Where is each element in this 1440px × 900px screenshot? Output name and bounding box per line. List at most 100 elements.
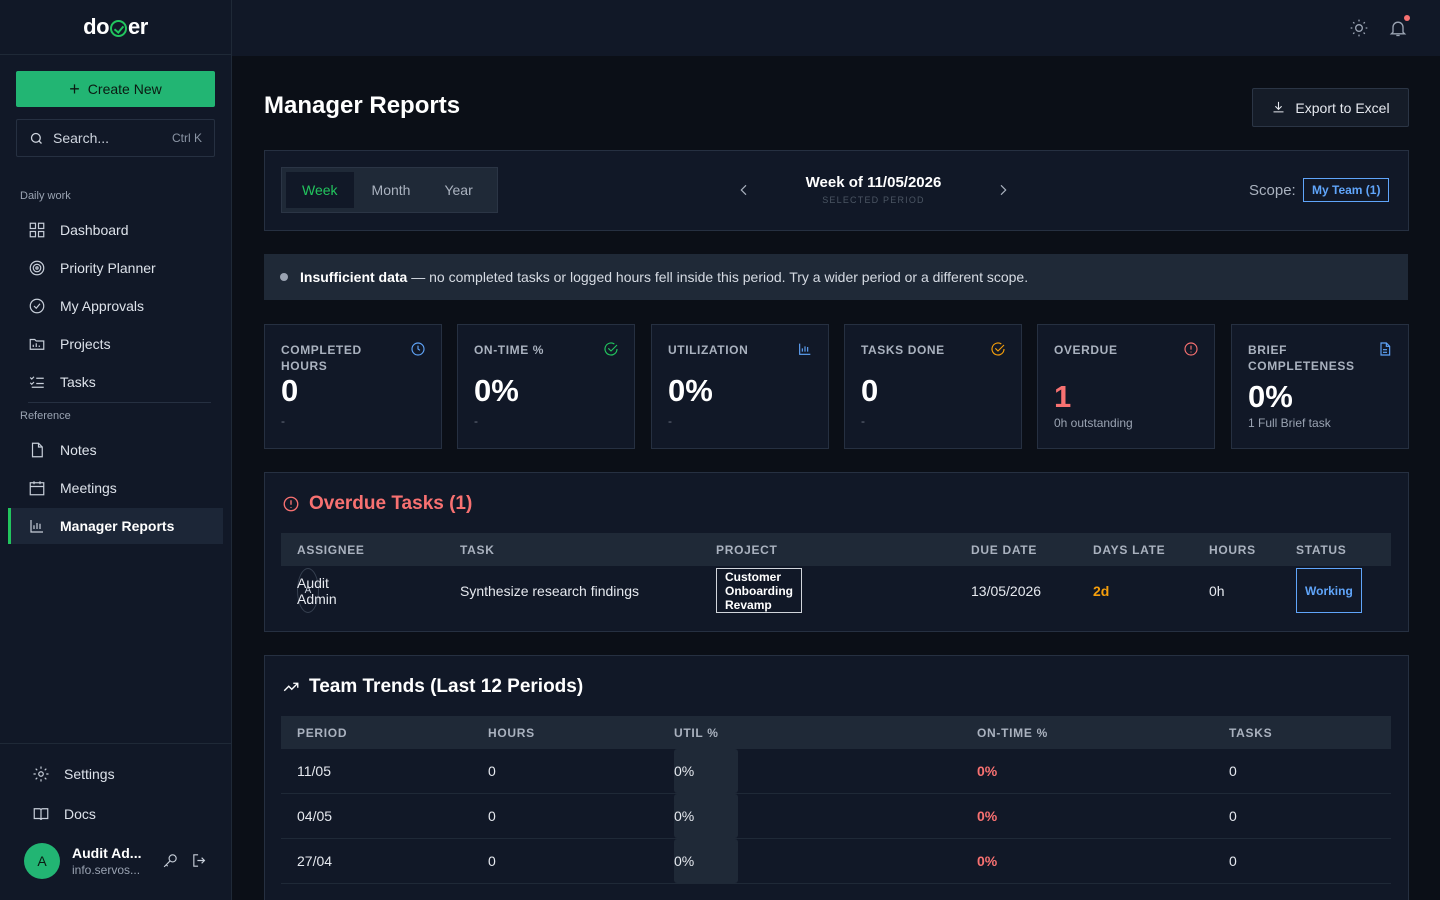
kpi-value: 1	[1054, 379, 1072, 414]
trends-table-header: PERIOD HOURS UTIL % ON-TIME % TASKS	[281, 716, 1391, 749]
column-header: DAYS LATE	[1093, 542, 1166, 557]
list-check-icon	[29, 376, 44, 388]
section-label-daily: Daily work	[20, 190, 71, 202]
create-new-button[interactable]: + Create New	[16, 71, 215, 107]
tab-year[interactable]: Year	[444, 182, 473, 198]
overdue-tasks-card: Overdue Tasks (1) ASSIGNEE TASK PROJECT …	[264, 472, 1409, 632]
bar-chart-icon	[30, 520, 43, 533]
overdue-table-header: ASSIGNEE TASK PROJECT DUE DATE DAYS LATE…	[281, 533, 1391, 566]
alert-circle-icon	[283, 496, 299, 512]
util-value: 0%	[674, 808, 695, 824]
logo-text-left: do	[83, 14, 110, 39]
check-circle-icon	[990, 341, 1006, 360]
table-row[interactable]: 27/04 0 0% 0% 0	[281, 839, 1391, 884]
kpi-on-time: ON-TIME % 0% -	[457, 324, 635, 449]
period-cell: 11/05	[297, 763, 331, 779]
folder-icon	[29, 338, 45, 350]
status-badge[interactable]: Working	[1296, 568, 1362, 613]
previous-period-button[interactable]	[736, 182, 752, 198]
util-value: 0%	[674, 853, 695, 869]
top-bar	[232, 0, 1440, 56]
tab-month[interactable]: Month	[371, 182, 411, 198]
sidebar-item-label: Manager Reports	[60, 518, 175, 534]
sidebar-item-priority-planner[interactable]: Priority Planner	[8, 250, 223, 286]
alert-dot-icon	[280, 273, 288, 281]
sidebar-item-settings[interactable]: Settings	[12, 756, 227, 792]
key-icon[interactable]	[162, 852, 179, 869]
plus-icon: +	[69, 79, 80, 99]
check-circle-icon	[603, 341, 619, 360]
period-tabs: Week Month Year	[281, 167, 498, 213]
column-header: ON-TIME %	[977, 725, 1048, 740]
sidebar-item-tasks[interactable]: Tasks	[8, 364, 223, 400]
ontime-cell: 0%	[977, 853, 998, 869]
sidebar-item-label: Meetings	[60, 480, 117, 496]
sidebar-item-meetings[interactable]: Meetings	[8, 470, 223, 506]
tasks-cell: 0	[1229, 763, 1237, 779]
trends-title-text: Team Trends (Last 12 Periods)	[309, 676, 584, 697]
kpi-sub: 0h outstanding	[1054, 416, 1133, 430]
team-trends-title: Team Trends (Last 12 Periods)	[282, 676, 583, 698]
insufficient-data-alert: Insufficient data — no completed tasks o…	[264, 254, 1408, 300]
user-email: info.servos...	[72, 863, 141, 877]
document-icon	[1377, 341, 1393, 360]
sidebar-divider	[28, 402, 211, 403]
next-period-button[interactable]	[995, 182, 1011, 198]
kpi-sub: -	[668, 414, 672, 428]
table-row[interactable]: A Audit Admin Synthesize research finding…	[281, 568, 1391, 613]
notification-badge	[1404, 15, 1410, 21]
app-logo[interactable]: do er	[0, 0, 231, 55]
logo-check-icon	[110, 19, 128, 37]
due-date: 13/05/2026	[971, 582, 1042, 599]
tab-week[interactable]: Week	[286, 172, 354, 208]
user-profile[interactable]: A Audit Ad... info.servos...	[24, 843, 141, 879]
clock-icon	[410, 341, 426, 360]
project-chip[interactable]: Customer Onboarding Revamp	[716, 568, 802, 613]
trending-up-icon	[283, 682, 299, 692]
grid-icon	[29, 222, 45, 238]
table-row[interactable]: 11/05 0 0% 0% 0	[281, 749, 1391, 794]
sidebar-item-label: My Approvals	[60, 298, 145, 314]
search-icon	[30, 132, 42, 144]
search-input[interactable]: Search... Ctrl K	[16, 119, 215, 157]
sun-icon	[1350, 19, 1368, 37]
export-to-excel-button[interactable]: Export to Excel	[1252, 88, 1409, 127]
sidebar-item-dashboard[interactable]: Dashboard	[8, 212, 223, 248]
theme-toggle-button[interactable]	[1349, 18, 1369, 41]
kpi-utilization: UTILIZATION 0% -	[651, 324, 829, 449]
sidebar-item-label: Tasks	[60, 374, 96, 390]
scope-selector[interactable]: My Team (1)	[1303, 178, 1390, 202]
logout-icon[interactable]	[191, 852, 208, 869]
kpi-sub: -	[861, 414, 865, 428]
kpi-overdue: OVERDUE 1 0h outstanding	[1037, 324, 1215, 449]
overdue-tasks-title: Overdue Tasks (1)	[282, 493, 472, 515]
kpi-sub: 1 Full Brief task	[1248, 416, 1331, 430]
sidebar-item-docs[interactable]: Docs	[12, 796, 227, 832]
kpi-value: 0	[281, 373, 299, 408]
ontime-cell: 0%	[977, 763, 998, 779]
sidebar-item-projects[interactable]: Projects	[8, 326, 223, 362]
sidebar-item-label: Dashboard	[60, 222, 129, 238]
alert-message: — no completed tasks or logged hours fel…	[411, 269, 1029, 285]
hours-cell: 0	[488, 763, 496, 779]
kpi-value: 0%	[668, 373, 713, 408]
overdue-title-text: Overdue Tasks (1)	[309, 493, 473, 514]
column-header: UTIL %	[674, 725, 719, 740]
kpi-completed-hours: COMPLETED HOURS 0 -	[264, 324, 442, 449]
sidebar-item-label: Notes	[60, 442, 97, 458]
check-circle-icon	[29, 298, 45, 314]
sidebar-item-notes[interactable]: Notes	[8, 432, 223, 468]
book-icon	[33, 808, 49, 821]
sidebar: do er + Create New Search... Ctrl K Daily…	[0, 0, 232, 900]
search-placeholder: Search...	[53, 130, 110, 146]
util-bar	[674, 839, 738, 883]
chevron-left-icon	[740, 184, 747, 196]
column-header: STATUS	[1296, 542, 1347, 557]
task-name[interactable]: Synthesize research findings	[460, 582, 639, 599]
sidebar-item-my-approvals[interactable]: My Approvals	[8, 288, 223, 324]
assignee-name: Audit Admin	[297, 574, 337, 607]
period-title: Week of 11/05/2026	[805, 174, 942, 191]
notifications-button[interactable]	[1388, 15, 1410, 41]
sidebar-item-manager-reports[interactable]: Manager Reports	[8, 508, 223, 544]
table-row[interactable]: 04/05 0 0% 0% 0	[281, 794, 1391, 839]
